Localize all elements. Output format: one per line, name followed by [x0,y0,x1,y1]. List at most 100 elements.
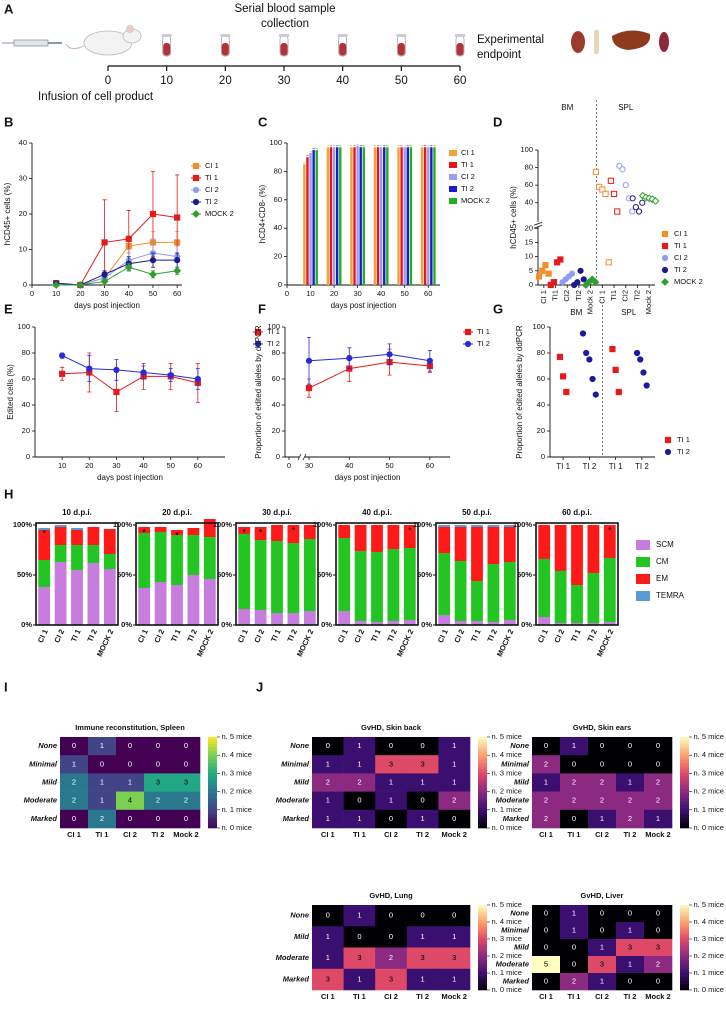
column-label: TI 1 [568,830,581,839]
x-tick-label: CI2 [621,290,630,302]
bar-segment [154,527,167,532]
bar-segment [303,611,316,625]
colorbar-band [478,762,487,765]
cell-label: 0 [656,908,660,917]
colorbar-band [680,932,689,936]
bar [335,147,339,285]
cell-label: 0 [389,932,393,941]
colorbar-band [680,949,689,953]
colorbar-band [680,977,689,980]
bar [359,147,362,285]
colorbar-band [680,915,689,919]
cell-label: 0 [656,976,660,985]
colorbar-label: n. 0 mice [492,985,522,994]
row-label: Moderate [496,959,529,968]
colorbar-band [680,746,689,749]
colorbar-band [208,752,217,756]
legend-label: CM [656,557,669,566]
bar-segment [403,548,416,620]
facet-frame [335,522,419,626]
colorbar-band [208,791,217,795]
tube-cap [279,34,289,37]
cell-label: 0 [656,759,660,768]
cell-label: 1 [656,814,660,823]
bar-segment [571,623,583,625]
heatmap-cell [406,773,439,792]
blood-tube-fill [339,43,347,56]
bar [433,147,436,285]
colorbar-band [680,987,689,991]
spleen [659,32,669,52]
colorbar-band [680,752,689,756]
row-label: None [290,911,309,920]
row-label: Moderate [276,953,309,962]
marker [305,357,313,364]
colorbar-band [208,757,217,761]
column-label: Mock 2 [441,992,466,1001]
colorbar-band [208,784,217,788]
colorbar-band [478,953,487,957]
bar-segment [271,525,283,541]
heatmap-cell [116,809,145,829]
row-label: Mild [514,942,529,951]
bar [303,164,306,285]
cell-label: 1 [389,777,393,786]
heatmap-cell [616,755,645,774]
timeline-title: collection [261,18,309,30]
cell-label: 0 [156,741,160,750]
colorbar-band [680,807,689,811]
colorbar-band [680,759,689,763]
heatmap-cell [406,926,439,948]
bar-segment [238,534,251,609]
heatmap-cell [172,791,201,811]
heatmap-cell [616,809,645,829]
marker [545,270,552,277]
cell-label: 1 [544,777,548,786]
colorbar-band [208,793,217,797]
bar-segment [503,562,516,620]
mouse-icon [65,25,142,56]
colorbar-label: n. 0 mice [492,823,522,832]
panel-letter: A [4,1,14,16]
x-axis-label: days post injection [97,473,163,482]
heatmap-cell [438,968,471,991]
colorbar-band [208,762,217,765]
x-tick-label: 60 [173,289,181,298]
cell-label: 0 [184,741,188,750]
column-label: CI 2 [384,992,398,1001]
cell-label: 0 [656,925,660,934]
heatmap-cell [172,755,201,774]
legend-swatch [449,174,457,180]
colorbar-band [680,766,689,770]
colorbar-band [478,958,487,961]
cell-label: 2 [72,777,76,786]
legend-swatch [449,162,457,168]
cell-label: 1 [600,942,604,951]
timeline-tick-label: 10 [160,75,173,87]
cell-label: 0 [628,908,632,917]
cell-label: 2 [72,796,76,805]
legend-swatch [449,150,457,156]
heatmap-cell [560,973,589,991]
bar-segment [187,535,200,575]
column-label: TI 2 [416,830,429,839]
marker [592,168,600,176]
bar-segment [54,545,67,562]
legend-label: TI 2 [477,339,490,348]
heatmap-cell [172,773,201,792]
heatmap-cell [144,737,173,756]
row-label: Marked [503,976,530,985]
colorbar-label: n. 0 mice [222,823,252,832]
colorbar-band [478,816,487,820]
colorbar-label: n. 1 mice [694,805,724,814]
bar-segment [587,573,600,623]
cell-label: 1 [389,796,393,805]
asterisk: * [259,528,263,537]
colorbar-band [208,764,217,767]
cell-label: 0 [389,741,393,750]
marker [52,281,61,289]
cell-label: 1 [357,759,361,768]
heatmap-cell [343,791,376,811]
bar [312,150,315,285]
legend-label: CI 2 [461,172,475,181]
